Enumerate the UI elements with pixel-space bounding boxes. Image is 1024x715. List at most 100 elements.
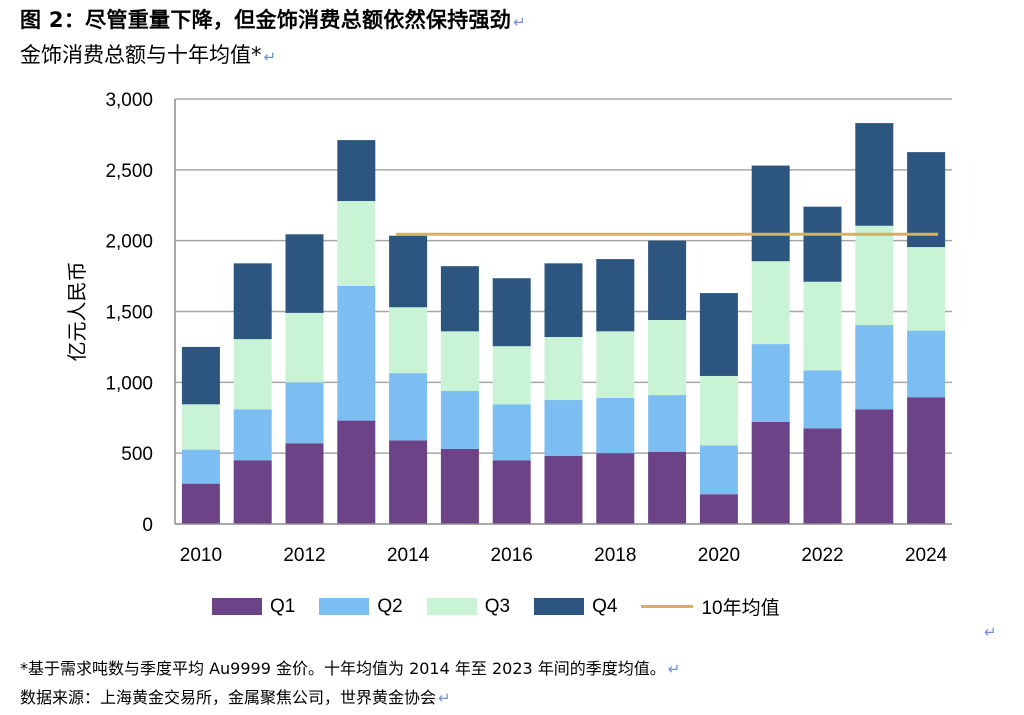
bar-q2-2021	[751, 344, 790, 422]
bar-q3-2022	[803, 281, 842, 371]
bar-q1-2024	[907, 397, 946, 524]
bar-q4-2014	[389, 235, 428, 308]
figure-subtitle: 金饰消费总额与十年均值* ↵	[20, 43, 277, 67]
bar-q4-2013	[337, 140, 376, 201]
legend-item-q1: Q1	[212, 596, 295, 618]
return-mark: ↵	[513, 13, 526, 31]
bar-q4-2011	[233, 263, 272, 340]
bar-q3-2020	[699, 375, 738, 446]
bar-q3-2019	[648, 320, 687, 396]
y-tick-label: 2,000	[105, 232, 153, 253]
bar-q2-2015	[440, 390, 479, 449]
legend-swatch-q1	[212, 598, 262, 615]
x-tick-label: 2020	[698, 545, 740, 566]
bar-q4-2023	[855, 123, 894, 226]
bar-q2-2013	[337, 286, 376, 421]
bar-q2-2020	[699, 445, 738, 495]
legend-item-average: 10年均值	[641, 593, 780, 620]
bar-q4-2020	[699, 293, 738, 376]
bar-q1-2011	[233, 460, 272, 524]
legend-label-q3: Q3	[484, 595, 511, 617]
bar-q4-2015	[440, 266, 479, 332]
legend-label-q4: Q4	[592, 595, 618, 617]
legend-item-q2: Q2	[319, 595, 403, 618]
bar-q2-2022	[803, 370, 842, 429]
x-tick-label: 2022	[801, 545, 843, 566]
bar-q3-2015	[440, 331, 479, 391]
y-axis-label: 亿元人民币	[65, 262, 89, 362]
bar-q2-2024	[907, 330, 946, 398]
return-mark: ↵	[438, 689, 451, 707]
chart-footnote: *基于需求吨数与季度平均 Au9999 金价。十年均值为 2014 年至 202…	[20, 659, 681, 678]
bar-q3-2024	[907, 247, 946, 331]
legend-swatch-q2	[319, 598, 370, 615]
x-tick-label: 2012	[283, 545, 325, 566]
bar-q3-2013	[337, 201, 376, 286]
bar-q1-2016	[492, 460, 531, 524]
x-tick-label: 2014	[387, 545, 430, 566]
x-tick-label: 2016	[491, 545, 533, 566]
y-tick-label: 1,000	[105, 373, 153, 394]
x-tick-label: 2024	[905, 545, 948, 566]
return-mark: ↵	[667, 660, 681, 678]
bar-q3-2017	[544, 337, 583, 401]
bar-q1-2012	[285, 443, 324, 524]
bar-q4-2012	[285, 234, 324, 313]
figure-title: 图 2：尽管重量下降，但金饰消费总额依然保持强劲 ↵	[20, 8, 526, 32]
bar-q2-2011	[233, 409, 272, 461]
bar-q3-2012	[285, 312, 324, 383]
legend-label-q1: Q1	[270, 595, 296, 617]
bar-q2-2016	[492, 404, 531, 461]
legend-item-q4: Q4	[534, 596, 617, 618]
bar-q1-2023	[855, 409, 894, 524]
bar-q2-2014	[389, 373, 428, 441]
bar-q2-2019	[648, 395, 687, 452]
y-tick-label: 2,500	[105, 161, 153, 182]
legend-label-q2: Q2	[377, 595, 403, 617]
bar-q1-2021	[751, 422, 790, 524]
chart-source: 数据来源：上海黄金交易所，金属聚焦公司，世界黄金协会 ↵	[20, 688, 451, 707]
y-tick-label: 0	[142, 515, 153, 536]
bar-q1-2022	[803, 428, 842, 524]
bar-q3-2021	[751, 261, 790, 345]
bar-q4-2018	[596, 259, 635, 332]
bar-q2-2012	[285, 382, 324, 444]
bar-q2-2023	[855, 324, 894, 410]
chart-legend: Q1 Q2 Q3 Q4 10年均值	[212, 593, 804, 620]
bar-q1-2019	[648, 451, 687, 524]
bar-q3-2023	[855, 225, 894, 325]
bar-q1-2010	[181, 483, 220, 524]
bar-q4-2016	[492, 278, 531, 347]
bar-q1-2017	[544, 456, 583, 524]
x-tick-label: 2018	[594, 545, 636, 566]
bar-q3-2018	[596, 331, 635, 398]
legend-item-q3: Q3	[426, 595, 511, 618]
bar-q4-2010	[181, 346, 220, 405]
bar-q4-2017	[544, 263, 583, 337]
bar-q4-2024	[907, 152, 946, 248]
bar-q1-2018	[596, 453, 635, 524]
bar-q3-2010	[181, 404, 220, 450]
legend-label-average: 10年均值	[701, 598, 780, 619]
y-tick-label: 500	[121, 444, 153, 465]
bar-q4-2021	[751, 165, 790, 262]
y-tick-label: 1,500	[105, 303, 153, 324]
bar-q3-2011	[233, 339, 272, 410]
bar-q1-2014	[389, 440, 428, 524]
legend-swatch-q3	[426, 598, 477, 615]
bar-q4-2022	[803, 206, 842, 282]
bar-q2-2010	[181, 449, 220, 484]
return-mark: ↵	[984, 623, 997, 641]
bar-q1-2013	[337, 420, 376, 524]
bar-q1-2020	[699, 494, 738, 524]
bar-q2-2018	[596, 397, 635, 454]
y-tick-label: 3,000	[105, 90, 153, 111]
bar-q3-2016	[492, 346, 531, 405]
bar-q4-2019	[648, 240, 687, 320]
bar-q3-2014	[389, 307, 428, 374]
legend-swatch-q4	[534, 598, 585, 615]
legend-swatch-average	[641, 605, 694, 608]
return-mark: ↵	[263, 48, 277, 66]
bar-q1-2015	[440, 448, 479, 524]
